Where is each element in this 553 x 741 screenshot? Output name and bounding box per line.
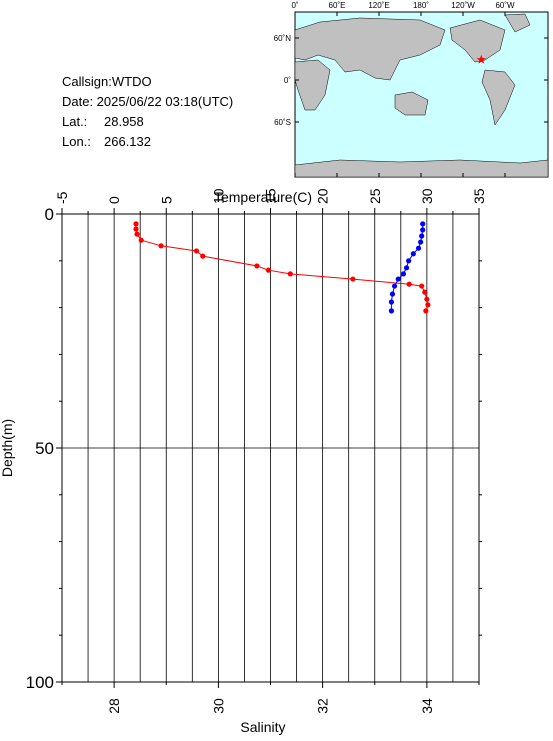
x-axis-title-bottom: Salinity <box>240 719 285 735</box>
map-lon-label: 120˚W <box>451 1 475 10</box>
x-axis-title-top: Temperature(C) <box>214 189 312 205</box>
x-tick-label: 35 <box>471 188 487 204</box>
profile-point <box>265 267 272 273</box>
profile-point <box>418 239 424 245</box>
profile-point <box>406 258 412 264</box>
profile-point <box>419 283 425 289</box>
profile-point <box>388 308 395 314</box>
profile-point <box>420 227 426 233</box>
profile-point <box>423 308 429 314</box>
date: Date: 2025/06/22 03:18(UTC) <box>62 94 233 109</box>
lon-value: 266.132 <box>104 134 151 149</box>
profile-point <box>350 276 356 282</box>
y-tick-label: 100 <box>26 673 54 692</box>
x-tick-label: -5 <box>54 191 70 204</box>
profile-line <box>135 223 429 312</box>
lat-label: Lat.: <box>62 114 87 129</box>
profile-point <box>420 221 426 227</box>
profile-point <box>287 271 293 277</box>
profile-point <box>395 276 401 282</box>
x-tick-label: 5 <box>158 196 174 204</box>
map-lon-label: 0˚ <box>291 1 298 10</box>
x-tick-label: 25 <box>367 188 383 204</box>
x2-tick-label: 34 <box>419 698 435 714</box>
y-tick-label: 50 <box>35 439 54 458</box>
profile-point <box>406 281 412 287</box>
x-tick-label: 20 <box>315 188 331 204</box>
map-land <box>294 13 549 178</box>
y-axis-title: Depth(m) <box>0 419 15 477</box>
x-tick-label: 0 <box>106 196 122 204</box>
profile-point <box>158 243 164 249</box>
profile-point <box>403 265 410 271</box>
x2-tick-label: 32 <box>315 698 331 714</box>
x-tick-label: 15 <box>263 188 279 204</box>
profile-point <box>133 221 139 227</box>
profile-point <box>415 245 422 251</box>
profile-point <box>419 233 425 239</box>
profile-point <box>422 289 428 295</box>
profile-point <box>193 248 200 254</box>
x-tick-label: 10 <box>210 188 226 204</box>
profile-point <box>138 237 144 243</box>
profile-point <box>388 299 395 305</box>
map-lat-label: 60˚N <box>274 34 292 43</box>
profile-point <box>391 283 398 289</box>
profile-point <box>400 271 407 277</box>
x2-tick-label: 28 <box>106 698 122 714</box>
profile-point <box>254 263 260 269</box>
profile-point <box>410 251 416 257</box>
map <box>294 11 549 178</box>
map-lon-label: 180˚ <box>413 1 429 10</box>
profile-point <box>200 253 206 259</box>
map-lon-label: 120˚E <box>368 1 389 10</box>
profile-point <box>133 226 139 232</box>
map-lat-label: 60˚S <box>274 118 291 127</box>
profile-point <box>389 291 396 297</box>
lon-label: Lon.: <box>62 134 91 149</box>
x2-tick-label: 30 <box>210 698 226 714</box>
x-tick-label: 30 <box>419 188 435 204</box>
y-tick-label: 0 <box>45 205 54 224</box>
profile-point <box>425 302 431 308</box>
map-lat-label: 0˚ <box>284 76 291 85</box>
profile-point <box>134 231 140 237</box>
callsign: Callsign:WTDO <box>62 74 152 89</box>
location-marker <box>476 54 486 64</box>
map-lon-label: 60˚W <box>495 1 515 10</box>
profile-point <box>424 296 430 302</box>
lat-value: 28.958 <box>104 114 144 129</box>
map-lon-label: 60˚E <box>329 1 346 10</box>
